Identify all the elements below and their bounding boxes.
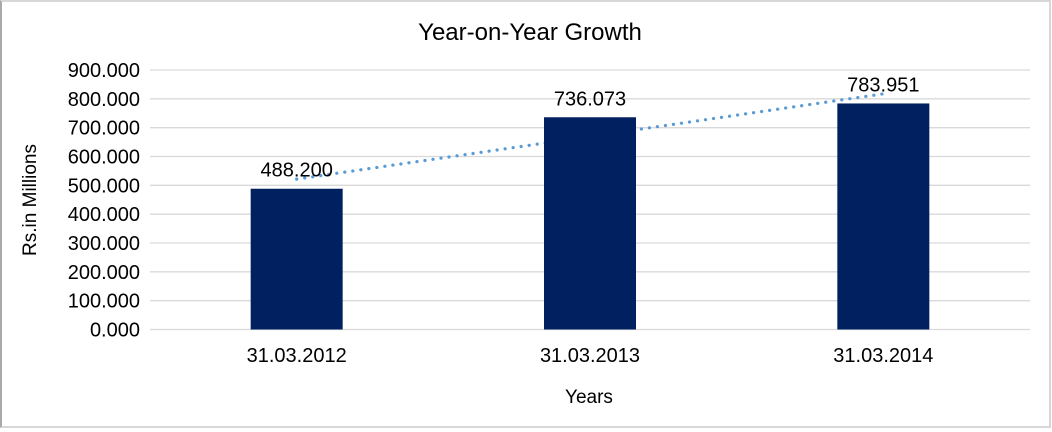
- x-category-label: 31.03.2013: [540, 345, 640, 367]
- y-tick-label: 200.000: [68, 262, 140, 284]
- data-label: 488.200: [261, 160, 333, 182]
- y-tick-label: 400.000: [68, 204, 140, 226]
- x-axis-title: Years: [565, 387, 613, 408]
- data-label: 736.073: [554, 88, 626, 110]
- y-tick-label: 300.000: [68, 233, 140, 255]
- bar: [544, 117, 636, 330]
- trendline: [295, 92, 885, 181]
- y-tick-label: 600.000: [68, 147, 140, 169]
- x-category-label: 31.03.2012: [247, 345, 347, 367]
- y-tick-label: 0.000: [90, 320, 140, 342]
- bar: [250, 188, 343, 330]
- bar: [837, 103, 930, 330]
- data-label: 783.951: [847, 74, 919, 96]
- y-tick-label: 700.000: [68, 118, 140, 140]
- plot-area: 0.000 100.000 200.000 300.000 400.000 500.000…: [68, 60, 1030, 367]
- x-category-label: 31.03.2014: [833, 345, 933, 367]
- y-tick-label: 100.000: [68, 291, 140, 313]
- y-tick-label: 500.000: [68, 175, 140, 197]
- y-tick-label: 900.000: [68, 60, 140, 82]
- y-tick-label: 800.000: [68, 89, 140, 111]
- y-axis-title: Rs.in Millions: [20, 144, 41, 256]
- chart-title: Year-on-Year Growth: [418, 19, 642, 46]
